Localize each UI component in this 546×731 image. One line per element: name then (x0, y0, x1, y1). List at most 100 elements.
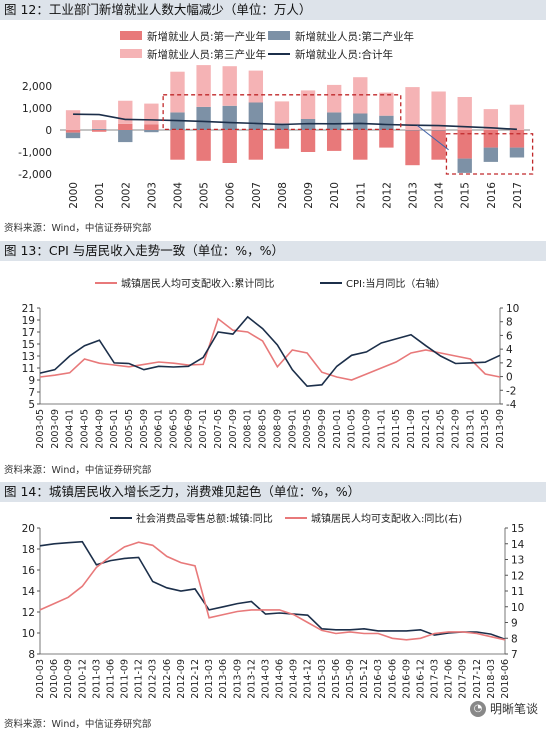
y-left-tick-label: 15 (22, 339, 35, 351)
bar-s1-2015 (457, 158, 472, 173)
bar-s1-2006 (222, 105, 237, 130)
x-tick-label: 2009-05 (302, 409, 313, 449)
x-tick-label: 2010-06 (49, 659, 60, 699)
y-left-tick-label: 19 (22, 315, 35, 327)
x-tick-label: 2014-09 (289, 659, 300, 699)
y-left-tick-label: 16 (22, 565, 36, 577)
bar-s1-2003 (144, 130, 159, 133)
x-tick-label: 2007-09 (228, 409, 239, 449)
legend-label-13-1: CPI:当月同比（右轴） (346, 277, 445, 290)
y-left-tick-label: 9 (28, 375, 35, 387)
x-tick-label: 2002 (120, 182, 132, 209)
x-tick-label: 2012-03 (148, 659, 159, 699)
x-tick-label: 2011-01 (376, 409, 387, 449)
y-right-tick-label: 9 (511, 618, 518, 630)
x-tick-label: 2001 (94, 182, 106, 209)
bar-s2-2010 (326, 84, 342, 113)
x-tick-label: 2013-05 (480, 409, 491, 449)
x-tick-label: 2012 (381, 182, 393, 209)
bar-s0-2004 (170, 130, 185, 160)
x-tick-label: 2005-01 (109, 409, 120, 449)
y-left-tick-label: 20 (22, 523, 35, 535)
x-tick-label: 2005-09 (139, 409, 150, 449)
chart13-source: 资料来源：Wind，中信证券研究部 (4, 465, 152, 476)
chart12-title: 图 12：工业部门新增就业人数大幅减少（单位：万人） (0, 0, 546, 20)
y-tick-label: 1,000 (22, 103, 52, 115)
y-left-tick-label: 21 (22, 303, 35, 315)
x-tick-label: 2017-06 (444, 659, 455, 699)
bar-s1-2016 (483, 147, 499, 162)
x-tick-label: 2014-06 (275, 659, 286, 699)
x-tick-label: 2016-12 (415, 659, 426, 699)
bar-s0-2001 (91, 130, 107, 132)
x-tick-label: 2017-12 (472, 659, 483, 699)
x-tick-label: 2010-09 (361, 409, 372, 449)
x-tick-label: 2010-12 (77, 659, 88, 699)
y-right-tick-label: 6 (506, 330, 513, 342)
legend-label-1: 新增就业人员:第二产业年 (295, 30, 414, 43)
bar-s1-2000 (65, 132, 81, 139)
bar-s1-2002 (118, 130, 133, 143)
x-tick-label: 2014-12 (303, 659, 314, 699)
y-right-tick-label: 10 (506, 303, 519, 315)
bar-s2-2002 (118, 100, 133, 124)
bar-s1-2001 (91, 128, 107, 130)
x-tick-label: 2016-06 (387, 659, 398, 699)
x-tick-label: 2017-09 (458, 659, 469, 699)
x-tick-label: 2011 (355, 182, 367, 209)
x-tick-label: 2013-01 (465, 409, 476, 449)
bar-s1-2005 (196, 106, 211, 130)
y-right-tick-label: 14 (511, 539, 525, 551)
y-right-tick-label: -4 (506, 399, 517, 411)
legend-swatch-2 (120, 49, 142, 58)
x-tick-label: 2015-12 (359, 659, 370, 699)
bar-s2-2012 (379, 92, 394, 116)
bar-s0-2002 (118, 123, 133, 130)
y-left-tick-label: 17 (22, 327, 35, 339)
series-line-14-1 (39, 541, 506, 641)
chart13-title: 图 13：CPI 与居民收入走势一致（单位：%，%） (0, 241, 546, 261)
x-tick-label: 2014 (434, 182, 446, 209)
x-tick-label: 2013 (408, 182, 420, 209)
x-tick-label: 2013-12 (246, 659, 257, 699)
y-right-tick-label: 12 (511, 570, 524, 582)
x-tick-label: 2009-09 (317, 409, 328, 449)
x-tick-label: 2003 (146, 182, 158, 209)
bar-s0-2005 (196, 130, 211, 161)
x-tick-label: 2009-01 (287, 409, 298, 449)
bar-s2-2017 (509, 104, 525, 130)
bar-s0-2017 (509, 130, 525, 148)
x-tick-label: 2017-03 (430, 659, 441, 699)
bar-s2-2003 (144, 103, 159, 125)
y-left-tick-label: 7 (28, 387, 35, 399)
x-tick-label: 2004 (173, 182, 185, 209)
bar-s1-2014 (431, 130, 446, 131)
x-tick-label: 2013-06 (218, 659, 229, 699)
x-tick-label: 2006-01 (154, 409, 165, 449)
legend-label-14-0: 社会消费品零售总额:城镇:同比 (136, 512, 273, 525)
bar-s2-2014 (431, 91, 446, 130)
x-tick-label: 2009 (303, 182, 315, 209)
bar-s2-2001 (91, 120, 107, 129)
x-tick-label: 2006-05 (169, 409, 180, 449)
bar-s2-2005 (196, 65, 211, 107)
legend-label-14-1: 城镇居民人均可支配收入:同比(右) (311, 512, 462, 525)
x-tick-label: 2013-03 (204, 659, 215, 699)
x-tick-label: 2010-09 (63, 659, 74, 699)
x-tick-label: 2011-05 (391, 409, 402, 449)
y-left-tick-label: 11 (22, 363, 35, 375)
x-tick-label: 2010-01 (332, 409, 343, 449)
bar-s1-2013 (405, 130, 420, 131)
y-left-tick-label: 5 (28, 399, 35, 411)
x-tick-label: 2015 (460, 182, 472, 209)
x-tick-label: 2012-01 (421, 409, 432, 449)
x-tick-label: 2008-05 (258, 409, 269, 449)
y-right-tick-label: -2 (506, 385, 516, 397)
x-tick-label: 2016-03 (373, 659, 384, 699)
y-right-tick-label: 2 (506, 358, 513, 370)
bar-s1-2007 (248, 102, 264, 130)
y-right-tick-label: 0 (506, 372, 513, 384)
